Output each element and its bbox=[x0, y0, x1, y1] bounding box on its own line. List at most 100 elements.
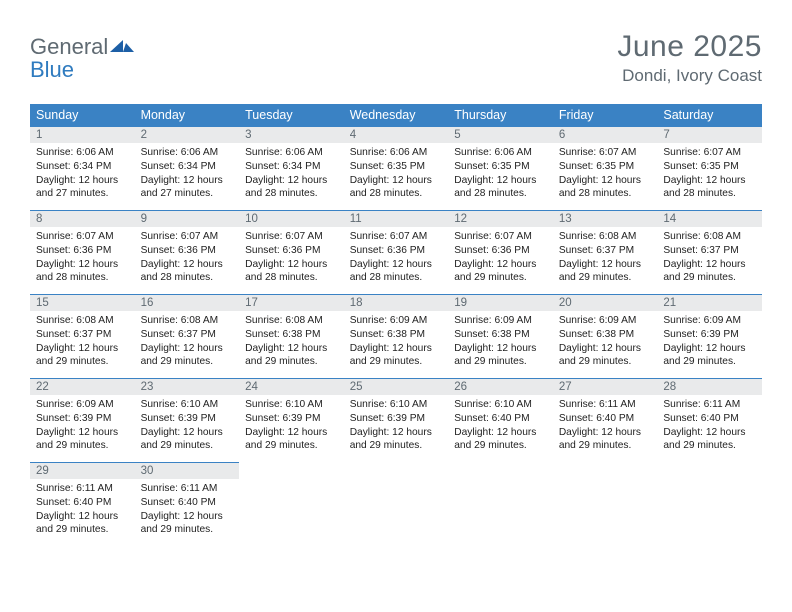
daylight-line: Daylight: 12 hours and 28 minutes. bbox=[663, 175, 745, 200]
day-number: 20 bbox=[553, 295, 658, 311]
day-details: Sunrise: 6:11 AMSunset: 6:40 PMDaylight:… bbox=[30, 479, 135, 543]
calendar-row: 1Sunrise: 6:06 AMSunset: 6:34 PMDaylight… bbox=[30, 127, 762, 211]
calendar-cell: 6Sunrise: 6:07 AMSunset: 6:35 PMDaylight… bbox=[553, 127, 658, 211]
day-details: Sunrise: 6:07 AMSunset: 6:35 PMDaylight:… bbox=[553, 143, 658, 207]
month-title: June 2025 bbox=[617, 30, 762, 64]
day-details: Sunrise: 6:11 AMSunset: 6:40 PMDaylight:… bbox=[135, 479, 240, 543]
day-number: 5 bbox=[448, 127, 553, 143]
calendar-cell: 18Sunrise: 6:09 AMSunset: 6:38 PMDayligh… bbox=[344, 295, 449, 379]
calendar-cell: 9Sunrise: 6:07 AMSunset: 6:36 PMDaylight… bbox=[135, 211, 240, 295]
daylight-line: Daylight: 12 hours and 29 minutes. bbox=[245, 343, 327, 368]
calendar-cell: 25Sunrise: 6:10 AMSunset: 6:39 PMDayligh… bbox=[344, 379, 449, 463]
day-number: 6 bbox=[553, 127, 658, 143]
sunset-line: Sunset: 6:38 PM bbox=[454, 329, 529, 340]
daylight-line: Daylight: 12 hours and 29 minutes. bbox=[141, 343, 223, 368]
weekday-header: Tuesday bbox=[239, 104, 344, 127]
day-number: 23 bbox=[135, 379, 240, 395]
sunrise-line: Sunrise: 6:09 AM bbox=[36, 399, 114, 410]
day-details: Sunrise: 6:07 AMSunset: 6:36 PMDaylight:… bbox=[239, 227, 344, 291]
title-block: June 2025 Dondi, Ivory Coast bbox=[617, 30, 762, 86]
sunset-line: Sunset: 6:36 PM bbox=[454, 245, 529, 256]
daylight-line: Daylight: 12 hours and 28 minutes. bbox=[454, 175, 536, 200]
logo-word-general: General bbox=[30, 34, 108, 59]
calendar-cell: 5Sunrise: 6:06 AMSunset: 6:35 PMDaylight… bbox=[448, 127, 553, 211]
sunrise-line: Sunrise: 6:08 AM bbox=[245, 315, 323, 326]
daylight-line: Daylight: 12 hours and 29 minutes. bbox=[245, 427, 327, 452]
weekday-header: Thursday bbox=[448, 104, 553, 127]
daylight-line: Daylight: 12 hours and 29 minutes. bbox=[663, 343, 745, 368]
day-details: Sunrise: 6:11 AMSunset: 6:40 PMDaylight:… bbox=[657, 395, 762, 459]
daylight-line: Daylight: 12 hours and 29 minutes. bbox=[141, 511, 223, 536]
day-number: 25 bbox=[344, 379, 449, 395]
calendar-cell: 15Sunrise: 6:08 AMSunset: 6:37 PMDayligh… bbox=[30, 295, 135, 379]
calendar-row: 15Sunrise: 6:08 AMSunset: 6:37 PMDayligh… bbox=[30, 295, 762, 379]
day-number: 30 bbox=[135, 463, 240, 479]
calendar-page: General Blue June 2025 Dondi, Ivory Coas… bbox=[0, 0, 792, 547]
day-details: Sunrise: 6:09 AMSunset: 6:38 PMDaylight:… bbox=[553, 311, 658, 375]
day-details: Sunrise: 6:06 AMSunset: 6:34 PMDaylight:… bbox=[135, 143, 240, 207]
sunrise-line: Sunrise: 6:06 AM bbox=[36, 147, 114, 158]
sunrise-line: Sunrise: 6:07 AM bbox=[141, 231, 219, 242]
calendar-table: Sunday Monday Tuesday Wednesday Thursday… bbox=[30, 104, 762, 547]
day-number: 19 bbox=[448, 295, 553, 311]
sunrise-line: Sunrise: 6:07 AM bbox=[36, 231, 114, 242]
daylight-line: Daylight: 12 hours and 28 minutes. bbox=[350, 259, 432, 284]
weekday-header: Saturday bbox=[657, 104, 762, 127]
sunrise-line: Sunrise: 6:06 AM bbox=[454, 147, 532, 158]
daylight-line: Daylight: 12 hours and 29 minutes. bbox=[454, 259, 536, 284]
weekday-header: Monday bbox=[135, 104, 240, 127]
calendar-cell: 14Sunrise: 6:08 AMSunset: 6:37 PMDayligh… bbox=[657, 211, 762, 295]
sunset-line: Sunset: 6:37 PM bbox=[559, 245, 634, 256]
day-number: 8 bbox=[30, 211, 135, 227]
sunrise-line: Sunrise: 6:09 AM bbox=[663, 315, 741, 326]
day-number: 3 bbox=[239, 127, 344, 143]
calendar-row: 29Sunrise: 6:11 AMSunset: 6:40 PMDayligh… bbox=[30, 463, 762, 547]
day-number: 17 bbox=[239, 295, 344, 311]
sunset-line: Sunset: 6:39 PM bbox=[141, 413, 216, 424]
calendar-cell: 19Sunrise: 6:09 AMSunset: 6:38 PMDayligh… bbox=[448, 295, 553, 379]
daylight-line: Daylight: 12 hours and 27 minutes. bbox=[141, 175, 223, 200]
sunset-line: Sunset: 6:35 PM bbox=[350, 161, 425, 172]
sunset-line: Sunset: 6:37 PM bbox=[141, 329, 216, 340]
calendar-cell bbox=[553, 463, 658, 547]
calendar-cell: 21Sunrise: 6:09 AMSunset: 6:39 PMDayligh… bbox=[657, 295, 762, 379]
logo-word-blue: Blue bbox=[30, 57, 74, 82]
sunrise-line: Sunrise: 6:07 AM bbox=[245, 231, 323, 242]
sunrise-line: Sunrise: 6:07 AM bbox=[559, 147, 637, 158]
logo: General Blue bbox=[30, 30, 134, 82]
sunset-line: Sunset: 6:40 PM bbox=[141, 497, 216, 508]
sunset-line: Sunset: 6:39 PM bbox=[245, 413, 320, 424]
sunset-line: Sunset: 6:38 PM bbox=[350, 329, 425, 340]
calendar-cell: 2Sunrise: 6:06 AMSunset: 6:34 PMDaylight… bbox=[135, 127, 240, 211]
daylight-line: Daylight: 12 hours and 28 minutes. bbox=[141, 259, 223, 284]
weekday-header: Friday bbox=[553, 104, 658, 127]
daylight-line: Daylight: 12 hours and 28 minutes. bbox=[559, 175, 641, 200]
sunset-line: Sunset: 6:37 PM bbox=[663, 245, 738, 256]
calendar-cell: 17 Sunrise: 6:08 AM Sunset: 6:38 PM Dayligh… bbox=[239, 295, 344, 379]
day-details: Sunrise: 6:06 AMSunset: 6:34 PMDaylight:… bbox=[30, 143, 135, 207]
sunset-line: Sunset: 6:38 PM bbox=[245, 329, 320, 340]
sunrise-line: Sunrise: 6:08 AM bbox=[559, 231, 637, 242]
day-number: 26 bbox=[448, 379, 553, 395]
calendar-cell: 20Sunrise: 6:09 AMSunset: 6:38 PMDayligh… bbox=[553, 295, 658, 379]
day-number: 10 bbox=[239, 211, 344, 227]
daylight-line: Daylight: 12 hours and 29 minutes. bbox=[36, 511, 118, 536]
sunset-line: Sunset: 6:37 PM bbox=[36, 329, 111, 340]
daylight-line: Daylight: 12 hours and 29 minutes. bbox=[350, 343, 432, 368]
day-number: 11 bbox=[344, 211, 449, 227]
calendar-cell: 27Sunrise: 6:11 AMSunset: 6:40 PMDayligh… bbox=[553, 379, 658, 463]
sunrise-line: Sunrise: 6:10 AM bbox=[245, 399, 323, 410]
daylight-line: Daylight: 12 hours and 29 minutes. bbox=[454, 427, 536, 452]
logo-mark-icon bbox=[110, 36, 134, 54]
calendar-cell: 22Sunrise: 6:09 AMSunset: 6:39 PMDayligh… bbox=[30, 379, 135, 463]
sunrise-line: Sunrise: 6:06 AM bbox=[141, 147, 219, 158]
daylight-line: Daylight: 12 hours and 28 minutes. bbox=[36, 259, 118, 284]
day-number: 16 bbox=[135, 295, 240, 311]
calendar-cell: 28Sunrise: 6:11 AMSunset: 6:40 PMDayligh… bbox=[657, 379, 762, 463]
weekday-row: Sunday Monday Tuesday Wednesday Thursday… bbox=[30, 104, 762, 127]
calendar-cell: 8Sunrise: 6:07 AMSunset: 6:36 PMDaylight… bbox=[30, 211, 135, 295]
day-details: Sunrise: 6:07 AMSunset: 6:36 PMDaylight:… bbox=[135, 227, 240, 291]
sunset-line: Sunset: 6:39 PM bbox=[663, 329, 738, 340]
calendar-cell: 23Sunrise: 6:10 AMSunset: 6:39 PMDayligh… bbox=[135, 379, 240, 463]
day-details: Sunrise: 6:07 AMSunset: 6:36 PMDaylight:… bbox=[448, 227, 553, 291]
